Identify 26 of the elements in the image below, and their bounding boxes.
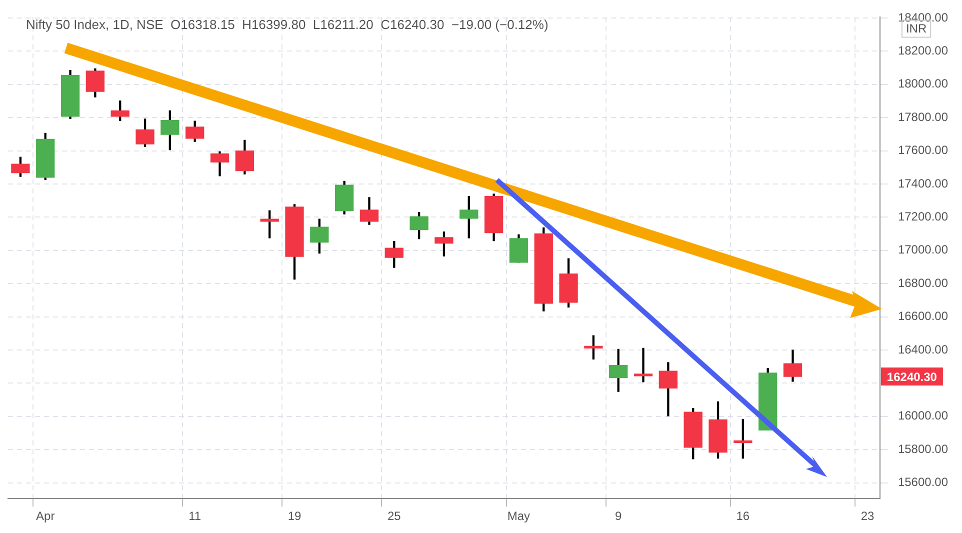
y-tick-label: 17800.00 <box>898 110 948 124</box>
y-tick-label: 17000.00 <box>898 242 948 257</box>
x-tick-label: Apr <box>36 509 55 524</box>
y-tick-label: 16800.00 <box>898 276 948 290</box>
y-tick-label: 18000.00 <box>898 76 948 91</box>
y-tick-label: 16400.00 <box>898 342 948 356</box>
x-tick-label: 9 <box>615 509 622 524</box>
y-tick-label: 17600.00 <box>898 143 948 158</box>
y-tick-label: 16600.00 <box>898 309 948 324</box>
y-tick-label: 15800.00 <box>898 442 948 456</box>
y-tick-label: 18200.00 <box>898 44 948 58</box>
y-tick-label: 18400.00 <box>898 10 948 24</box>
text: 16240.30 <box>886 370 938 384</box>
y-tick-label: 16000.00 <box>898 408 948 423</box>
y-tick-label: 17200.00 <box>898 210 948 224</box>
y-tick-label: 15600.00 <box>898 475 948 490</box>
y-axis-title: INR <box>906 22 927 36</box>
x-tick-label: 19 <box>288 509 302 524</box>
candlestick <box>634 348 653 382</box>
x-tick-label: 16 <box>736 509 750 524</box>
y-tick-label: 17400.00 <box>898 176 948 190</box>
x-tick-label: 11 <box>188 509 202 524</box>
x-tick-label: 25 <box>387 509 402 524</box>
x-tick-label: 23 <box>860 509 874 524</box>
chart-title: Nifty 50 Index, 1D, NSE O16318.15 H16399.80 L16211.20 C16240.30 −19.00 (−0.12%) <box>26 16 548 32</box>
x-tick-label: May <box>507 509 530 524</box>
